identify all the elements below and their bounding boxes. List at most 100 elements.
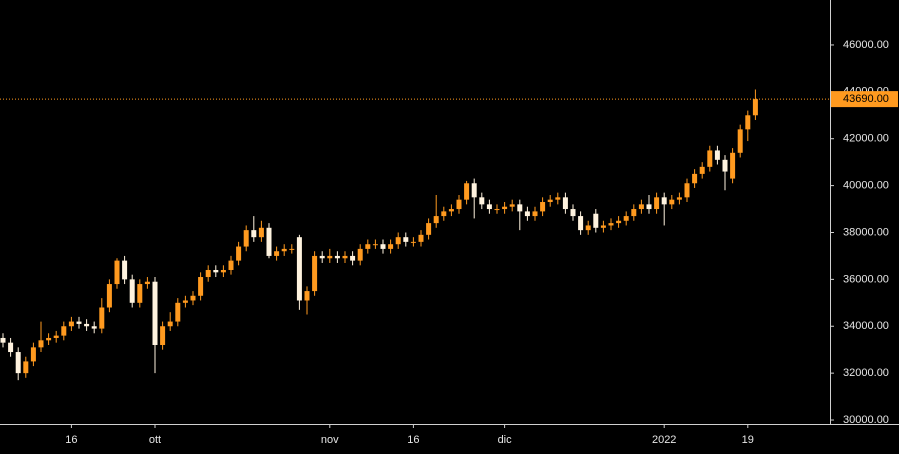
candle-body (296, 237, 302, 301)
candle-body (380, 244, 386, 249)
candle-body (517, 204, 523, 212)
candle-body (699, 166, 705, 174)
candle-body (46, 337, 52, 341)
candle-body (570, 209, 576, 217)
candle-body (410, 241, 416, 243)
candle-body (752, 99, 758, 116)
candle-body (509, 204, 515, 207)
candle-body (258, 227, 264, 238)
candle-body (372, 244, 378, 246)
candle-body (266, 227, 272, 256)
candle-body (562, 197, 568, 210)
candle-body (91, 326, 97, 329)
candle-body (312, 255, 318, 292)
candle-body (342, 255, 348, 259)
y-tick-label: 40000.00 (843, 180, 889, 192)
y-tick-label: 38000.00 (843, 226, 889, 238)
candle-body (547, 199, 553, 203)
candle-body (152, 281, 158, 346)
candle-body (160, 326, 166, 346)
x-tick-label: 16 (65, 434, 77, 446)
candle-body (274, 251, 280, 256)
last-price-label: 43690.00 (843, 93, 889, 105)
candle-body (289, 248, 295, 250)
candle-body (684, 183, 690, 198)
candle-body (448, 209, 454, 212)
candle-body (471, 183, 477, 198)
candle-body (0, 337, 6, 343)
candle-body (464, 183, 470, 200)
candle-body (30, 347, 36, 362)
candle-body (722, 159, 728, 172)
candle-body (357, 248, 363, 261)
candle-body (61, 326, 67, 336)
y-tick-label: 46000.00 (843, 39, 889, 51)
y-tick-label: 32000.00 (843, 367, 889, 379)
candle-body (646, 204, 652, 210)
x-tick-label: nov (321, 434, 339, 446)
candle-body (661, 197, 667, 205)
candle-body (631, 209, 637, 217)
candle-body (129, 279, 135, 303)
candle-body (68, 321, 74, 327)
candle-body (205, 269, 211, 278)
candle-body (433, 216, 439, 224)
candle-body (144, 281, 150, 285)
candle-body (213, 269, 219, 273)
x-tick-label: 2022 (652, 434, 676, 446)
candle-body (190, 295, 196, 301)
last-price-box (831, 91, 898, 108)
candle-body (676, 197, 682, 200)
candle-body (593, 213, 599, 228)
candle-body (737, 129, 743, 153)
candle-body (638, 204, 644, 210)
candle-body (137, 284, 143, 303)
candle-body (707, 150, 713, 167)
candle-body (53, 335, 59, 338)
candle-body (122, 260, 128, 280)
candle-body (502, 206, 508, 210)
candle-body (365, 244, 371, 249)
candle-body (106, 284, 112, 308)
candle-body (327, 255, 333, 259)
candle-body (486, 204, 492, 210)
candle-body (350, 255, 356, 261)
candle-body (555, 197, 561, 200)
candle-body (114, 260, 120, 285)
candle-body (167, 321, 173, 327)
x-tick-label: ott (149, 434, 161, 446)
candle-body (281, 248, 287, 252)
candle-body (524, 211, 530, 217)
candle-body (578, 216, 584, 231)
candle-body (585, 225, 591, 231)
candle-body (251, 230, 257, 238)
candle-body (8, 342, 14, 353)
x-tick-label: 16 (407, 434, 419, 446)
y-tick-label: 34000.00 (843, 320, 889, 332)
candle-body (616, 220, 622, 224)
candle-body (236, 246, 242, 261)
candle-body (692, 173, 698, 184)
candle-body (99, 307, 105, 329)
candle-body (23, 361, 29, 374)
candle-body (532, 211, 538, 217)
candle-body (403, 237, 409, 242)
y-tick-label: 30000.00 (843, 414, 889, 426)
candle-body (243, 230, 249, 247)
candle-body (426, 223, 432, 235)
candle-body (198, 277, 204, 296)
candle-body (388, 244, 394, 249)
candle-body (334, 255, 340, 259)
candle-body (220, 269, 226, 273)
candle-body (540, 202, 546, 212)
candle-body (456, 199, 462, 210)
candle-body (479, 197, 485, 205)
candle-body (395, 237, 401, 245)
candle-body (745, 115, 751, 130)
candle-body (84, 323, 90, 327)
candle-body (600, 225, 606, 228)
candle-body (175, 302, 181, 322)
